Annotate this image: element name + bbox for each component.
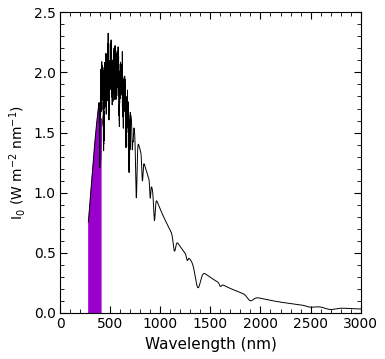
Y-axis label: I$_0$ (W m$^{-2}$ nm$^{-1}$): I$_0$ (W m$^{-2}$ nm$^{-1}$) [7,105,28,220]
X-axis label: Wavelength (nm): Wavelength (nm) [144,337,276,352]
